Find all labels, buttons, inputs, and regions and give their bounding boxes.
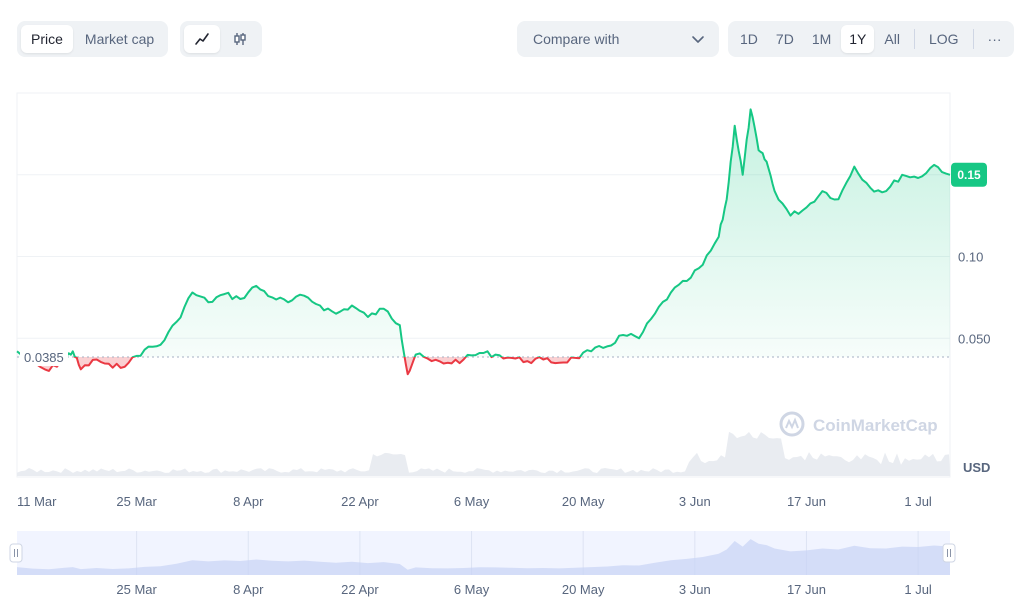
x-tick-label: 25 Mar <box>116 494 157 509</box>
current-price-tag: 0.15 <box>951 162 987 187</box>
log-scale-button[interactable]: LOG <box>928 31 959 47</box>
candlestick-button[interactable] <box>222 25 258 53</box>
price-line-up <box>16 108 951 358</box>
price-area-up <box>17 109 950 358</box>
y-axis: 0.050 0.10 0.15 <box>958 168 991 347</box>
navigator-handle-right[interactable] <box>942 543 956 563</box>
line-chart-icon <box>195 33 209 45</box>
navigator-tick-label: 17 Jun <box>787 582 826 597</box>
y-tick-label: 0.050 <box>958 331 991 346</box>
x-tick-label: 20 May <box>562 494 605 509</box>
time-range-toggle: 1D 7D 1M 1Y All LOG ··· <box>728 21 1014 57</box>
x-axis: 11 Mar 25 Mar 8 Apr 22 Apr 6 May 20 May 3 Jun 1… <box>17 494 932 509</box>
volume-area <box>17 431 950 476</box>
navigator-tick-label: 1 Jul <box>904 582 932 597</box>
navigator-tick-label: 6 May <box>454 582 490 597</box>
price-marketcap-toggle: Price Market cap <box>17 21 169 57</box>
x-tick-label: 11 Mar <box>17 494 57 509</box>
baseline-label: 0.0385 <box>24 350 64 365</box>
x-tick-label: 6 May <box>454 494 490 509</box>
candlestick-icon <box>234 33 246 45</box>
x-tick-label: 22 Apr <box>341 494 379 509</box>
x-tick-label: 8 Apr <box>233 494 264 509</box>
x-tick-label: 1 Jul <box>904 494 932 509</box>
navigator-tick-label: 3 Jun <box>679 582 711 597</box>
chevron-down-icon <box>692 36 704 43</box>
tab-market-cap[interactable]: Market cap <box>84 31 155 47</box>
baseline-tag: 0.0385 <box>20 348 68 367</box>
watermark: CoinMarketCap <box>779 411 938 437</box>
currency-label: USD <box>963 460 990 475</box>
range-all[interactable]: All <box>884 31 900 47</box>
x-tick-label: 17 Jun <box>787 494 826 509</box>
compare-with-dropdown[interactable]: Compare with <box>517 21 719 57</box>
range-divider-2 <box>972 29 974 49</box>
range-1m[interactable]: 1M <box>811 31 832 47</box>
chart-style-toggle <box>180 21 262 57</box>
range-divider <box>913 29 915 49</box>
navigator-area <box>17 539 950 575</box>
volume-path <box>17 431 950 476</box>
range-1d[interactable]: 1D <box>740 31 758 47</box>
navigator-handle-left[interactable] <box>9 543 23 563</box>
baseline-tag-bg <box>20 348 68 367</box>
compare-with-label: Compare with <box>533 31 620 47</box>
y-tick-label: 0.10 <box>958 250 983 265</box>
current-price-bg <box>951 162 987 187</box>
tab-price[interactable]: Price <box>21 25 73 53</box>
navigator-tick-label: 25 Mar <box>116 582 157 597</box>
range-7d[interactable]: 7D <box>775 31 794 47</box>
navigator-tick-label: 22 Apr <box>341 582 379 597</box>
x-tick-label: 3 Jun <box>679 494 711 509</box>
navigator-axis: 25 Mar 8 Apr 22 Apr 6 May 20 May 3 Jun 17 Jun 1… <box>116 582 932 597</box>
navigator-tick-label: 20 May <box>562 582 605 597</box>
watermark-text: CoinMarketCap <box>813 416 938 435</box>
more-options-button[interactable]: ··· <box>987 31 1002 47</box>
navigator-tick-label: 8 Apr <box>233 582 264 597</box>
coinmarketcap-logo-icon <box>779 411 805 437</box>
current-price-label: 0.15 <box>957 168 981 182</box>
line-chart-button[interactable] <box>184 25 220 53</box>
range-1y[interactable]: 1Y <box>841 25 875 53</box>
navigator[interactable] <box>9 531 956 575</box>
coinmarketcap-logo-mark <box>785 417 799 430</box>
